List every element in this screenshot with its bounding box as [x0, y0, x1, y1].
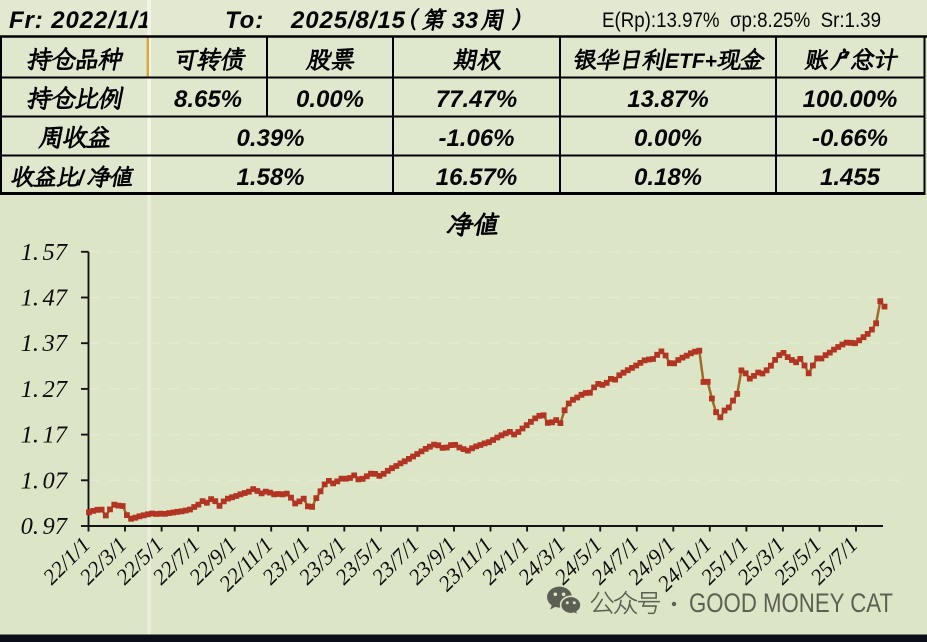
svg-text:ETF+: ETF+ — [665, 50, 717, 73]
svg-text:1.37: 1. 37 — [21, 330, 69, 357]
svg-text:0.00%: 0.00% — [634, 125, 702, 152]
svg-text:1.58%: 1.58% — [236, 164, 304, 191]
svg-text:To:: To: — [225, 7, 264, 34]
svg-text:77.47%: 77.47% — [436, 86, 517, 113]
svg-text:E(Rp):13.97% σp:8.25% Sr:1.3: E(Rp):13.97% σp:8.25% Sr:1.39 — [602, 9, 881, 32]
svg-text:0.00%: 0.00% — [296, 86, 364, 113]
svg-text:1.455: 1.455 — [820, 164, 881, 191]
svg-text:1.17: 1. 17 — [21, 422, 69, 449]
svg-text:8.65%: 8.65% — [174, 86, 242, 113]
svg-text:-0.66%: -0.66% — [812, 125, 888, 152]
svg-text:0.97: 0. 97 — [21, 513, 69, 540]
svg-text:33: 33 — [452, 7, 478, 33]
svg-text:1.47: 1. 47 — [21, 285, 69, 312]
svg-text:2025/8/15: 2025/8/15 — [290, 7, 406, 34]
svg-text:1.07: 1. 07 — [21, 467, 69, 494]
svg-text:/: / — [77, 167, 86, 190]
svg-text:0.39%: 0.39% — [236, 125, 304, 152]
svg-text:1.27: 1. 27 — [21, 376, 69, 403]
svg-text:GOOD MONEY CAT: GOOD MONEY CAT — [689, 588, 893, 618]
svg-text:100.00%: 100.00% — [803, 86, 898, 113]
svg-text:13.87%: 13.87% — [627, 86, 708, 113]
svg-text:1.57: 1. 57 — [21, 239, 69, 266]
svg-text:0.18%: 0.18% — [634, 164, 702, 191]
svg-text:-1.06%: -1.06% — [438, 125, 514, 152]
svg-text:16.57%: 16.57% — [436, 164, 517, 191]
svg-text:Fr: 2022/1/1: Fr: 2022/1/1 — [9, 7, 152, 34]
